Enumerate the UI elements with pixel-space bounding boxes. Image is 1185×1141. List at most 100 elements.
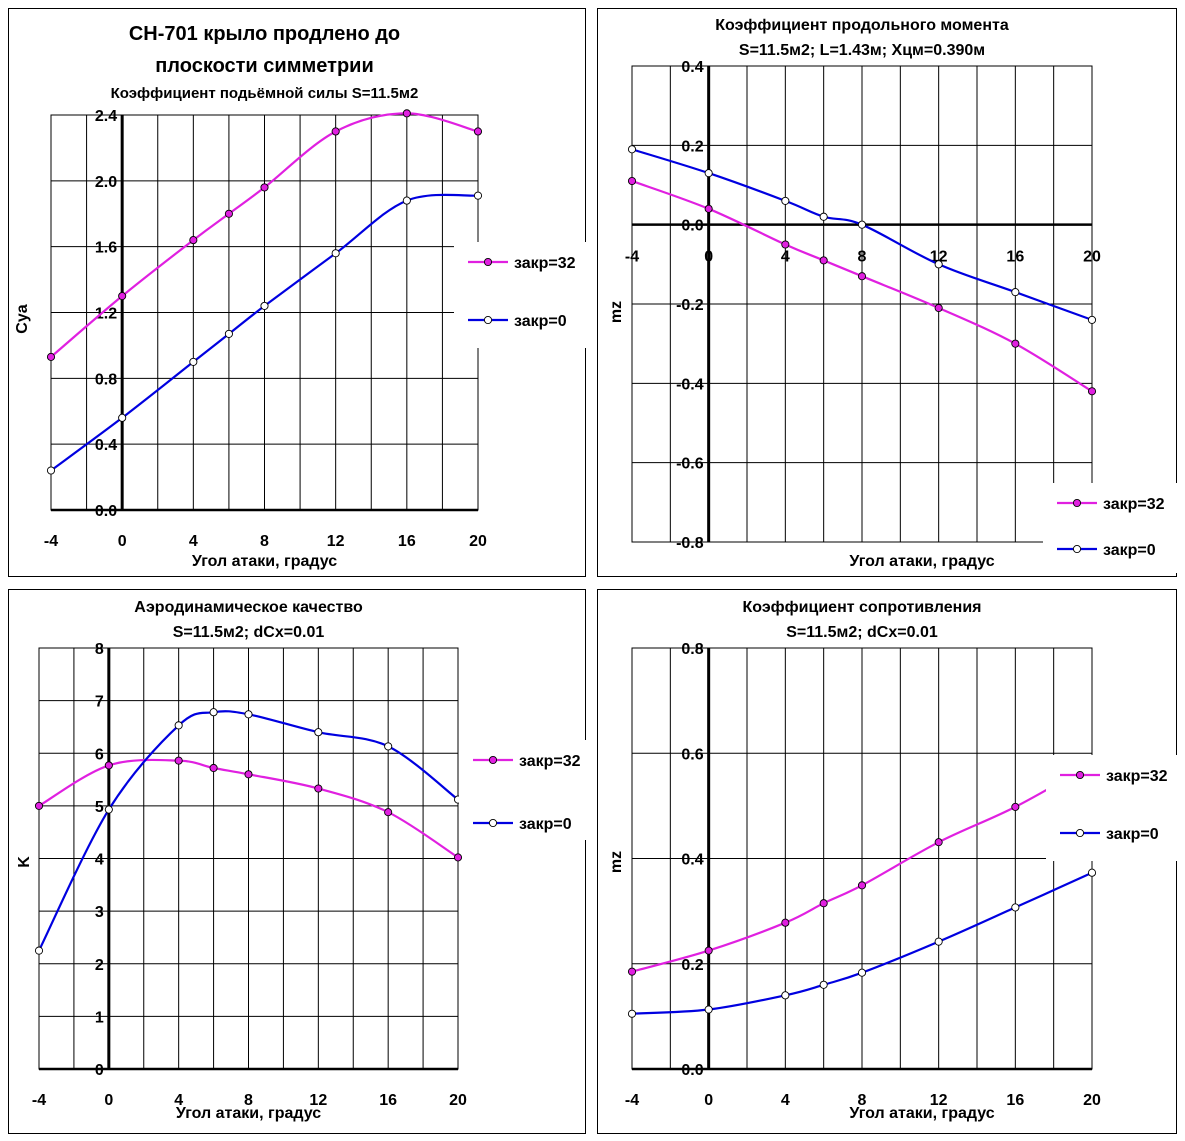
x-tick-label: 20 xyxy=(469,533,487,550)
drag-chart-svg: Коэффициент сопротивления S=11.5м2; dCx=0… xyxy=(608,599,1177,1122)
y-tick-label: 6 xyxy=(95,746,104,763)
chart-subtitle: плоскости симметрии xyxy=(155,55,374,77)
quality-chart-svg: Аэродинамическое качество S=11.5м2; dCx=0… xyxy=(16,599,586,1122)
x-tick-label: 8 xyxy=(858,1092,867,1109)
data-point-flaps-32 xyxy=(118,291,127,301)
y-tick-label: 2 xyxy=(95,957,104,974)
x-tick-label: 12 xyxy=(327,533,345,550)
data-point-flaps-32 xyxy=(314,784,323,793)
data-point-flaps-0 xyxy=(209,708,218,717)
data-point-flaps-0 xyxy=(627,145,637,154)
chart-title: Коэффициент сопротивления xyxy=(743,599,982,616)
data-point-flaps-0 xyxy=(1087,868,1097,877)
legend-marker xyxy=(488,755,498,765)
chart-title: Аэродинамическое качество xyxy=(134,599,363,616)
data-point-flaps-32 xyxy=(384,808,393,817)
y-tick-label: 1.2 xyxy=(95,306,117,323)
x-tick-label: 4 xyxy=(781,1092,790,1109)
data-point-flaps-0 xyxy=(627,1009,637,1018)
data-point-flaps-0 xyxy=(819,212,828,221)
y-tick-label: 5 xyxy=(95,799,104,816)
y-tick-label: 0.6 xyxy=(681,746,703,763)
x-tick-label: 20 xyxy=(1083,1092,1101,1109)
y-tick-label: 0 xyxy=(95,1062,104,1079)
y-tick-label: 4 xyxy=(95,852,104,869)
pitch-moment-chart: Коэффициент продольного момента S=11.5м2;… xyxy=(597,8,1177,577)
x-axis-label: Угол атаки, градус xyxy=(849,1105,994,1122)
x-tick-label: -4 xyxy=(625,249,639,266)
x-tick-label: 16 xyxy=(1006,1092,1024,1109)
y-axis-label: mz xyxy=(608,301,625,323)
legend: закр=32 закр=0 xyxy=(1043,483,1177,573)
y-axis-label: Cya xyxy=(14,304,31,333)
data-point-flaps-32 xyxy=(174,756,183,765)
y-tick-label: 2.0 xyxy=(95,174,117,191)
y-tick-label: 1 xyxy=(95,1009,104,1026)
lift-drag-ratio-chart: Аэродинамическое качество S=11.5м2; dCx=0… xyxy=(8,589,586,1134)
data-point-flaps-0 xyxy=(402,196,411,205)
x-tick-label: 8 xyxy=(858,249,867,266)
legend-marker xyxy=(1072,498,1082,508)
legend-background xyxy=(1046,755,1177,861)
data-point-flaps-32 xyxy=(46,352,56,361)
legend: закр=32 закр=0 xyxy=(454,242,586,348)
y-tick-label: -0.6 xyxy=(676,456,704,473)
drag-coefficient-chart: Коэффициент сопротивления S=11.5м2; dCx=0… xyxy=(597,589,1177,1134)
chart-title: СН-701 крыло продлено до xyxy=(129,23,400,45)
y-tick-label: 1.6 xyxy=(95,240,117,257)
x-tick-label: 0 xyxy=(104,1092,113,1109)
x-tick-label: 12 xyxy=(309,1092,327,1109)
y-tick-label: -0.8 xyxy=(676,535,704,552)
x-tick-label: 0 xyxy=(118,533,127,550)
data-point-flaps-32 xyxy=(1011,802,1020,811)
x-tick-label: 0 xyxy=(704,249,713,266)
legend-background xyxy=(1043,483,1177,573)
data-point-flaps-0 xyxy=(189,357,198,366)
data-point-flaps-32 xyxy=(260,183,269,192)
y-tick-label: 2.4 xyxy=(95,108,117,125)
y-tick-label: 0.0 xyxy=(95,503,117,520)
legend-marker xyxy=(483,257,493,267)
x-tick-label: 16 xyxy=(398,533,416,550)
x-tick-label: 16 xyxy=(379,1092,397,1109)
data-point-flaps-0 xyxy=(704,169,713,178)
data-point-flaps-32 xyxy=(209,763,218,773)
data-point-flaps-32 xyxy=(934,303,943,313)
legend: закр=32 закр=0 xyxy=(459,740,586,840)
x-axis-label: Угол атаки, градус xyxy=(176,1105,321,1122)
x-tick-label: 8 xyxy=(260,533,269,550)
data-point-flaps-0 xyxy=(781,196,790,205)
y-tick-label: 0.4 xyxy=(681,59,703,76)
x-tick-label: 0 xyxy=(704,1092,713,1109)
y-tick-label: 0.0 xyxy=(681,1062,703,1079)
legend-marker xyxy=(483,315,493,325)
data-point-flaps-32 xyxy=(857,272,867,281)
y-tick-label: 0.4 xyxy=(95,437,117,454)
plot-area-border xyxy=(631,65,1093,543)
x-tick-label: 4 xyxy=(174,1092,183,1109)
x-axis-label: Угол атаки, градус xyxy=(849,553,994,570)
y-tick-label: 0.0 xyxy=(681,218,703,235)
data-point-flaps-32 xyxy=(104,761,113,770)
data-point-flaps-0 xyxy=(104,805,113,814)
x-tick-label: 20 xyxy=(1083,249,1101,266)
data-point-flaps-0 xyxy=(34,946,44,955)
legend-marker xyxy=(1075,770,1085,780)
data-point-flaps-32 xyxy=(704,204,713,213)
data-point-flaps-0 xyxy=(174,721,183,730)
data-point-flaps-0 xyxy=(224,329,233,338)
data-point-flaps-32 xyxy=(34,801,44,810)
y-axis-label: mz xyxy=(608,851,625,873)
data-point-flaps-0 xyxy=(934,937,943,946)
y-tick-label: 7 xyxy=(95,694,104,711)
legend-label: закр=32 xyxy=(519,753,581,770)
y-axis-label: K xyxy=(16,856,33,868)
data-point-flaps-32 xyxy=(781,240,790,249)
legend-label: закр=32 xyxy=(514,255,576,272)
legend-background xyxy=(454,242,586,348)
data-point-flaps-0 xyxy=(260,301,269,310)
data-point-flaps-0 xyxy=(331,249,340,258)
y-tick-label: 3 xyxy=(95,904,104,921)
y-tick-label: 8 xyxy=(95,641,104,658)
data-point-flaps-0 xyxy=(857,220,867,229)
